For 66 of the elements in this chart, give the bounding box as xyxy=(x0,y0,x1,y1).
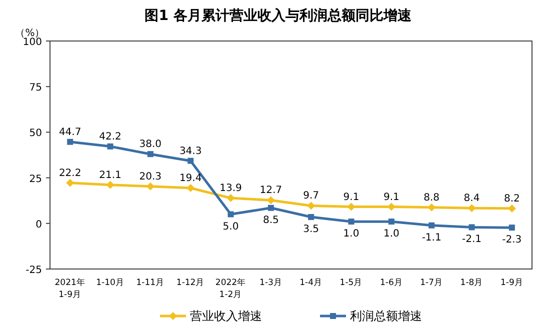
point xyxy=(228,211,234,218)
data-label: 3.5 xyxy=(303,224,320,236)
data-label: 44.7 xyxy=(58,126,82,138)
data-label: 42.2 xyxy=(99,131,122,142)
data-label: 8.8 xyxy=(424,192,440,204)
ytick: 50 xyxy=(29,128,42,140)
ytick: 75 xyxy=(29,82,42,94)
point xyxy=(186,184,195,192)
xtick: 1-11月 xyxy=(136,278,165,288)
data-label: 9.1 xyxy=(343,192,360,203)
data-label: 34.3 xyxy=(179,146,202,157)
point xyxy=(188,158,194,164)
data-label: 8.5 xyxy=(262,214,279,226)
point xyxy=(428,222,435,228)
xtick: 1-9月 xyxy=(500,278,524,288)
point xyxy=(388,218,394,225)
ytick: 25 xyxy=(29,174,42,185)
point xyxy=(107,143,114,150)
data-label: -1.1 xyxy=(422,232,442,244)
legend-label: 营业收入增速 xyxy=(190,309,262,323)
data-label: 21.1 xyxy=(99,170,122,181)
ylabel: （%） xyxy=(15,28,45,39)
data-label: 22.2 xyxy=(58,168,82,179)
title: 图1 各月累计营业收入与利润总额同比增速 xyxy=(144,8,412,24)
data-label: 19.4 xyxy=(179,173,202,184)
data-label: 5.0 xyxy=(222,221,239,232)
xtick: 2021年 1-9月 xyxy=(54,278,86,300)
data-label: 8.2 xyxy=(504,193,520,204)
data-label: -2.3 xyxy=(502,234,522,246)
data-label: 9.1 xyxy=(383,192,400,203)
data-label: 38.0 xyxy=(139,139,162,150)
point xyxy=(348,218,354,225)
xtick: 1-5月 xyxy=(340,278,363,288)
xtick: 1-4月 xyxy=(300,278,323,288)
data-label: 12.7 xyxy=(260,185,282,196)
ytick: -25 xyxy=(26,265,42,276)
data-label: 20.3 xyxy=(139,171,162,182)
data-label: 9.7 xyxy=(303,190,320,202)
point xyxy=(307,202,316,210)
xtick: 1-10月 xyxy=(96,278,124,288)
point xyxy=(67,138,74,145)
legend-label: 利润总额增速 xyxy=(350,309,422,323)
ytick: 100 xyxy=(22,37,42,48)
point xyxy=(106,180,114,189)
point xyxy=(468,224,475,230)
ytick: 0 xyxy=(36,219,42,230)
point xyxy=(266,196,275,204)
xtick: 1-8月 xyxy=(460,278,484,288)
xtick: 1-12月 xyxy=(176,278,205,288)
xtick: 1-7月 xyxy=(420,278,444,288)
point xyxy=(226,194,235,202)
data-label: 8.4 xyxy=(464,193,480,204)
data-label: 13.9 xyxy=(220,183,242,194)
point xyxy=(508,224,515,231)
point xyxy=(468,204,476,212)
xtick: 1-3月 xyxy=(259,278,282,288)
point xyxy=(147,151,154,158)
point xyxy=(428,203,436,212)
data-label: 1.0 xyxy=(343,228,360,240)
data-label: -2.1 xyxy=(462,234,482,246)
point xyxy=(268,204,274,211)
point xyxy=(308,214,314,220)
xtick: 1-6月 xyxy=(380,278,403,288)
data-label: 1.0 xyxy=(383,228,400,240)
point xyxy=(66,178,74,187)
xtick: 2022年 1-2月 xyxy=(215,278,246,300)
